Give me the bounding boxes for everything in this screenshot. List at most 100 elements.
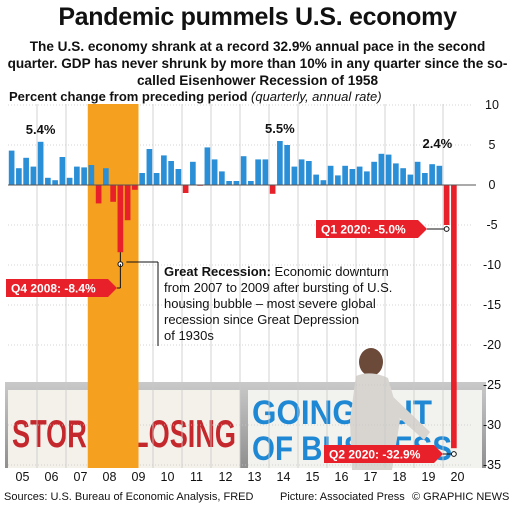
gdp-bar	[356, 166, 363, 185]
x-tick-label: 09	[132, 470, 146, 484]
gdp-bar	[161, 155, 167, 185]
y-tick-label: -25	[483, 378, 501, 392]
gdp-bar	[335, 175, 341, 185]
gdp-bar	[139, 173, 145, 185]
x-tick-label: 10	[161, 470, 175, 484]
gdp-bar	[277, 141, 283, 185]
gdp-bar	[211, 159, 218, 185]
gdp-bar	[204, 147, 211, 185]
note-line: housing bubble – most severe global	[164, 296, 376, 311]
gdp-bar	[393, 163, 399, 185]
gdp-bar	[298, 159, 305, 185]
x-tick-label: 05	[16, 470, 30, 484]
footer-credit: © GRAPHIC NEWS	[412, 491, 510, 503]
y-tick-label: -15	[483, 298, 501, 312]
gdp-bar	[255, 159, 261, 185]
peak-label-2006: 5.4%	[26, 122, 56, 137]
gdp-bar	[320, 180, 327, 185]
x-tick-label: 15	[306, 470, 320, 484]
gdp-bar	[284, 145, 290, 185]
gdp-bar-chart: STORE CLOSING GOING OUT OF BUSINESS 1050…	[5, 98, 501, 484]
gdp-bar	[414, 161, 421, 185]
gdp-bar	[443, 185, 450, 225]
chart-subtitle: The U.S. economy shrank at a record 32.9…	[7, 39, 508, 88]
gdp-bar	[291, 166, 298, 185]
footer-picture: Picture: Associated Press	[280, 491, 405, 503]
gdp-bar	[327, 165, 334, 185]
note-text: Economic downturn	[275, 264, 389, 279]
gdp-bar	[342, 165, 348, 185]
note-line-0: Great Recession: Economic downturn	[164, 264, 389, 279]
gdp-bar	[313, 174, 319, 185]
callout-dot	[450, 451, 457, 457]
y-tick-label: -5	[486, 218, 497, 232]
gdp-bar	[8, 150, 15, 185]
y-tick-label: -30	[483, 418, 501, 432]
gdp-bar	[45, 177, 51, 185]
gdp-bar	[88, 165, 95, 185]
gdp-bar	[422, 173, 428, 185]
annotations: 5.4% 5.5% 2.4% Q4 2008: -8.4% Q1 2020: -5.0%…	[6, 121, 457, 463]
y-tick-label: -10	[483, 258, 501, 272]
x-tick-label: 08	[103, 470, 117, 484]
gdp-bar	[451, 185, 457, 449]
callout-box	[6, 279, 108, 297]
gdp-bar	[436, 165, 443, 185]
gdp-bar	[400, 168, 406, 185]
label-2019: 2.4%	[423, 136, 453, 151]
x-tick-label: 18	[393, 470, 407, 484]
gdp-bar	[240, 156, 247, 185]
gdp-bar	[66, 177, 73, 185]
gdp-bar	[146, 149, 153, 185]
gdp-bar	[52, 180, 58, 185]
gdp-bar	[306, 161, 312, 185]
gdp-bar	[23, 157, 29, 185]
gdp-bar	[30, 166, 37, 185]
gdp-bar	[74, 166, 80, 185]
callout-label: Q2 2020: -32.9%	[329, 448, 421, 462]
gdp-bar	[59, 157, 66, 185]
callout-arrow	[434, 445, 443, 463]
x-tick-label: 06	[45, 470, 59, 484]
plot-label: Percent change from preceding period (qu…	[9, 89, 382, 104]
callout-dot	[443, 226, 450, 232]
gdp-bar	[233, 181, 240, 185]
gdp-bar	[371, 161, 377, 185]
bars	[8, 141, 457, 449]
footer-sources: Sources: U.S. Bureau of Economic Analysi…	[4, 491, 254, 503]
x-tick-label: 07	[74, 470, 88, 484]
y-tick-label: 0	[489, 178, 496, 192]
gdp-bar	[269, 185, 276, 194]
gdp-bar	[16, 168, 22, 185]
note-line: from 2007 to 2009 after bursting of U.S.	[164, 280, 392, 295]
axes: 10 5 0 -5 -10 -15 -20 -25 -30 -35 05 06 07 08 09 10 11 12…	[8, 98, 501, 484]
callout-arrow	[418, 220, 427, 238]
callout-box	[324, 445, 434, 463]
x-tick-label: 12	[219, 470, 233, 484]
chart-title: Pandemic pummels U.S. economy	[58, 3, 457, 31]
note-line: recession since Great Depression	[164, 312, 359, 327]
gdp-bar	[190, 161, 196, 185]
gdp-bar	[385, 154, 392, 185]
x-tick-label: 16	[335, 470, 349, 484]
gdp-bar	[364, 171, 370, 185]
gdp-bar	[182, 185, 189, 193]
gdp-bar	[81, 167, 87, 185]
y-tick-label: -35	[483, 458, 501, 472]
plot-label-note: (quarterly, annual rate)	[251, 89, 382, 104]
gdp-bar	[103, 168, 109, 185]
y-tick-label: 10	[485, 98, 499, 112]
x-tick-label: 14	[277, 470, 291, 484]
gdp-bar	[226, 181, 232, 185]
gdp-bar	[378, 153, 385, 185]
x-tick-label: 20	[451, 470, 465, 484]
x-tick-label: 11	[190, 470, 203, 484]
gdp-bar	[168, 161, 174, 185]
callout-arrow	[108, 279, 117, 297]
gdp-bar	[117, 185, 124, 253]
gridlines	[8, 104, 472, 468]
x-tick-label: 19	[422, 470, 436, 484]
gdp-bar	[248, 181, 254, 185]
gdp-bar	[219, 171, 225, 185]
